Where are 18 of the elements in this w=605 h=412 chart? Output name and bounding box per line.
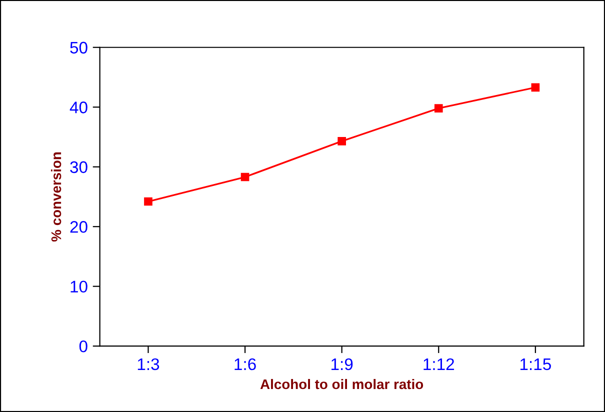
point bbox=[338, 137, 346, 146]
x-tick-label: 1:6 bbox=[234, 358, 256, 370]
y-axis-title: % conversion bbox=[50, 152, 62, 242]
x-tick-label: 1:9 bbox=[332, 358, 353, 370]
point bbox=[531, 83, 540, 92]
point bbox=[240, 172, 250, 182]
point bbox=[144, 197, 152, 206]
point bbox=[434, 104, 443, 112]
x-tick-label: 1:3 bbox=[138, 358, 160, 370]
x-tick-label: 1:12 bbox=[424, 358, 454, 370]
y-tick-label: 30 bbox=[70, 161, 88, 174]
y-tick-label: 40 bbox=[70, 102, 88, 114]
x-tick-label: 1:15 bbox=[520, 358, 551, 370]
y-tick-label: 50 bbox=[70, 42, 88, 54]
y-tick-label: 10 bbox=[70, 280, 88, 293]
x-axis-title: Alcohol to oil molar ratio bbox=[260, 378, 424, 390]
y-tick-label: 20 bbox=[70, 221, 88, 233]
y-tick-label: 0 bbox=[79, 340, 88, 352]
